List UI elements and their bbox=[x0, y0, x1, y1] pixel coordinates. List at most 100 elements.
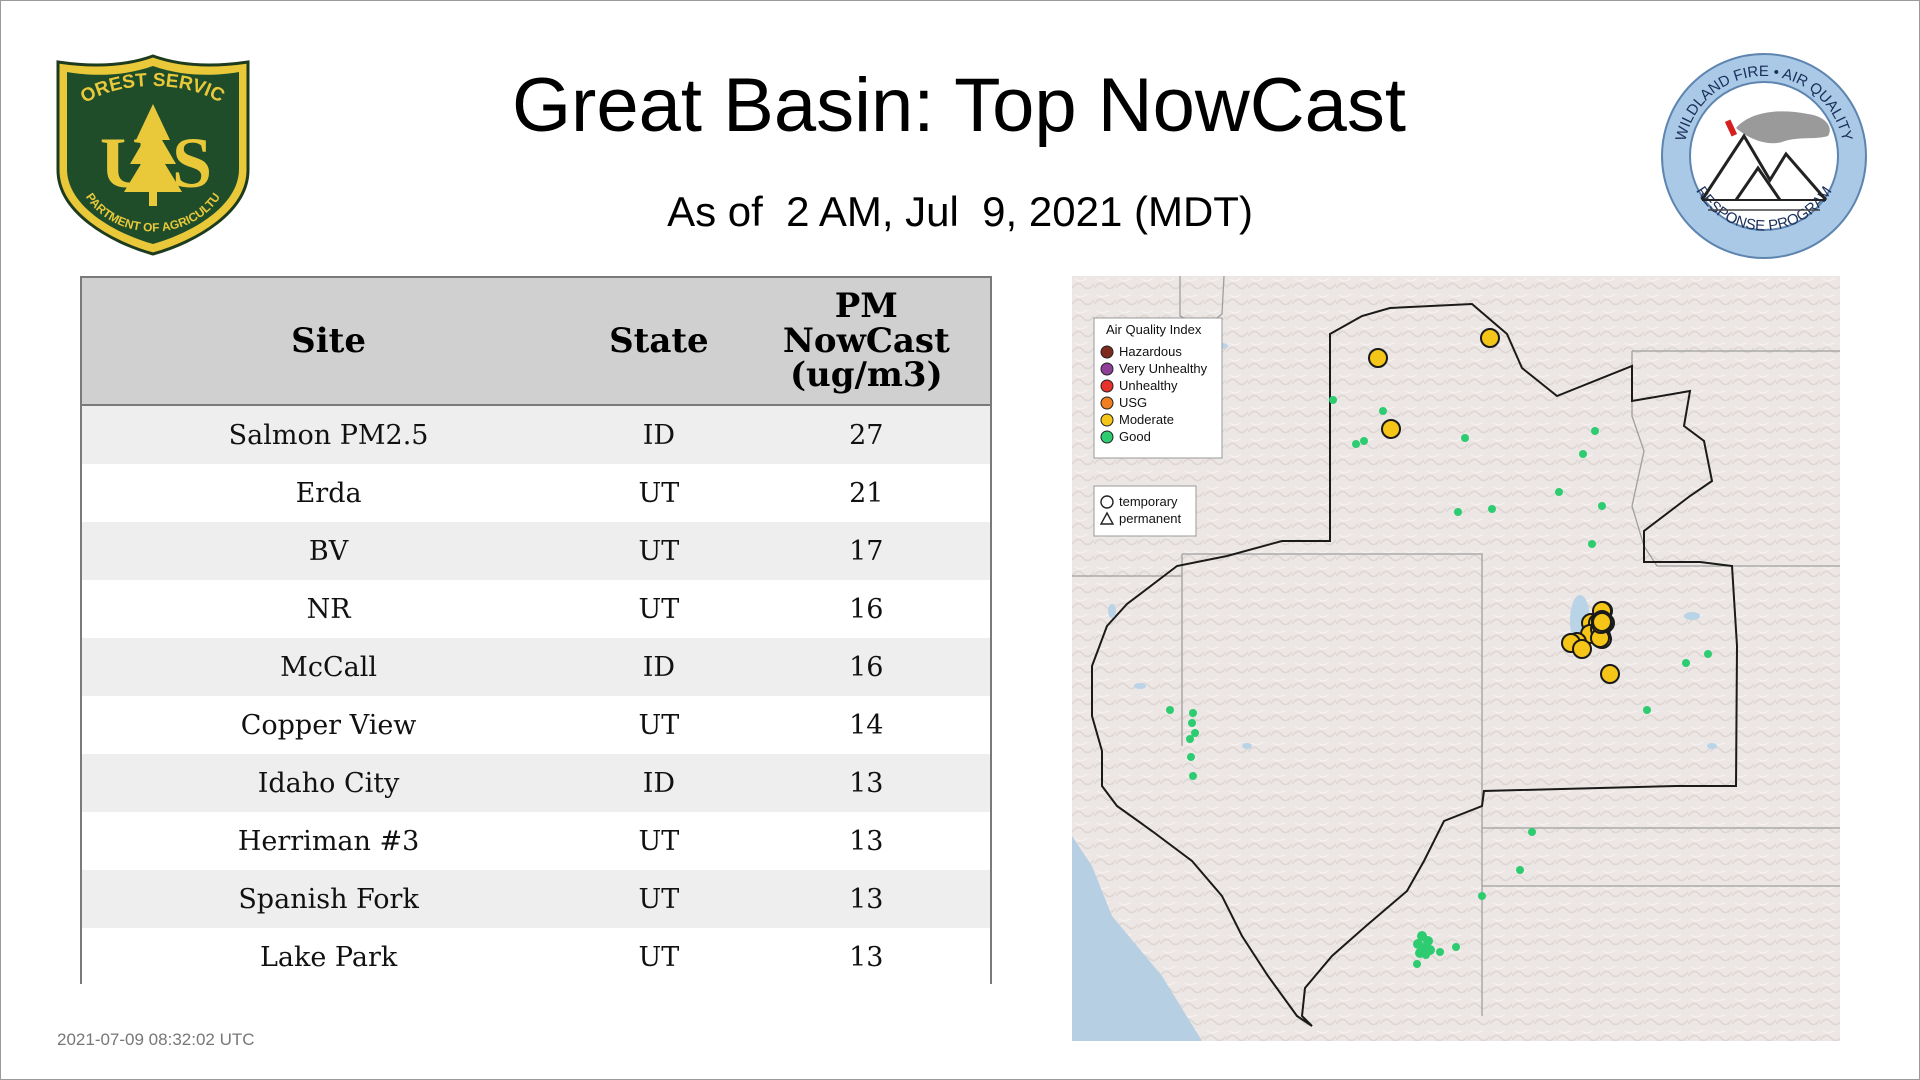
aqi-marker-good bbox=[1352, 440, 1360, 448]
table-row: Erda UT 21 bbox=[82, 464, 990, 522]
aqi-marker-good bbox=[1488, 505, 1496, 513]
cell-value: 16 bbox=[742, 638, 990, 696]
cell-value: 21 bbox=[742, 464, 990, 522]
aqi-marker-good bbox=[1528, 828, 1536, 836]
permanent-triangle-icon bbox=[1099, 511, 1115, 525]
aqi-marker-good bbox=[1189, 772, 1197, 780]
aqi-marker-good bbox=[1189, 709, 1197, 717]
aqi-marker-good bbox=[1579, 450, 1587, 458]
svg-text:Very Unhealthy: Very Unhealthy bbox=[1119, 361, 1208, 376]
aqi-marker-good bbox=[1591, 427, 1599, 435]
header-state: State bbox=[575, 278, 743, 406]
aqi-marker-good bbox=[1329, 396, 1337, 404]
aqi-marker-good bbox=[1188, 719, 1196, 727]
header-pm-nowcast: PM NowCast (ug/m3) bbox=[742, 278, 990, 406]
cell-site: McCall bbox=[82, 638, 576, 696]
cell-state: UT bbox=[575, 696, 743, 754]
page-subtitle: As of 2 AM, Jul 9, 2021 (MDT) bbox=[667, 188, 1253, 235]
svg-text:Unhealthy: Unhealthy bbox=[1119, 378, 1178, 393]
great-basin-outline bbox=[1091, 302, 1739, 1027]
ocean bbox=[1072, 836, 1202, 1041]
aqi-marker-good bbox=[1166, 706, 1174, 714]
cell-state: UT bbox=[575, 812, 743, 870]
cell-state: UT bbox=[575, 870, 743, 928]
cell-value: 17 bbox=[742, 522, 990, 580]
aqi-marker-good bbox=[1461, 434, 1469, 442]
temporary-circle-icon bbox=[1100, 495, 1114, 509]
header-pm-line1: PM bbox=[834, 285, 898, 326]
aqi-legend-item-moderate: Moderate bbox=[1100, 412, 1174, 427]
legend-temporary: temporary bbox=[1119, 494, 1178, 509]
table-row: Herriman #3 UT 13 bbox=[82, 812, 990, 870]
marker-type-legend: temporary permanent bbox=[1093, 485, 1197, 537]
aqi-marker-moderate bbox=[1381, 419, 1401, 439]
cell-state: UT bbox=[575, 928, 743, 986]
cell-site: Erda bbox=[82, 464, 576, 522]
aqi-legend-item-usg: USG bbox=[1100, 395, 1147, 410]
wildland-fire-aq-logo: WILDLAND FIRE • AIR QUALITY RESPONSE PRO… bbox=[1658, 50, 1870, 262]
svg-text:Moderate: Moderate bbox=[1119, 412, 1174, 427]
table-row: BV UT 17 bbox=[82, 522, 990, 580]
cell-state: ID bbox=[575, 638, 743, 696]
cell-state: ID bbox=[575, 405, 743, 464]
table-row: Lake Park UT 13 bbox=[82, 928, 990, 986]
aqi-marker-good bbox=[1436, 948, 1444, 956]
aqi-legend: Air Quality Index Hazardous Very Unhealt… bbox=[1093, 317, 1223, 459]
svg-text:USG: USG bbox=[1119, 395, 1147, 410]
cell-state: UT bbox=[575, 464, 743, 522]
aqi-marker-good bbox=[1454, 508, 1462, 516]
aqi-marker-good bbox=[1186, 735, 1194, 743]
aqi-marker-moderate bbox=[1572, 639, 1592, 659]
generated-timestamp: 2021-07-09 08:32:02 UTC bbox=[57, 1030, 255, 1049]
good-markers bbox=[1166, 396, 1712, 968]
aqi-marker-good bbox=[1379, 407, 1387, 415]
table-row: McCall ID 16 bbox=[82, 638, 990, 696]
aqi-marker-good bbox=[1643, 706, 1651, 714]
aqi-marker-moderate bbox=[1368, 348, 1388, 368]
svg-text:Good: Good bbox=[1119, 429, 1151, 444]
aqi-marker-good bbox=[1360, 437, 1368, 445]
header-site: Site bbox=[82, 278, 576, 406]
aqi-marker-moderate bbox=[1600, 664, 1620, 684]
cell-value: 14 bbox=[742, 696, 990, 754]
cell-state: ID bbox=[575, 754, 743, 812]
aqi-marker-good bbox=[1452, 943, 1460, 951]
cell-site: BV bbox=[82, 522, 576, 580]
table-row: Idaho City ID 13 bbox=[82, 754, 990, 812]
cell-value: 13 bbox=[742, 870, 990, 928]
moderate-markers bbox=[1368, 328, 1620, 684]
header-pm-line3: (ug/m3) bbox=[789, 355, 943, 396]
cell-value: 13 bbox=[742, 928, 990, 986]
cell-site: Spanish Fork bbox=[82, 870, 576, 928]
page-title: Great Basin: Top NowCast bbox=[511, 63, 1407, 148]
cell-site: Copper View bbox=[82, 696, 576, 754]
table-row: Salmon PM2.5 ID 27 bbox=[82, 405, 990, 464]
nowcast-table: Site State PM NowCast (ug/m3) Salmon PM2… bbox=[80, 276, 992, 986]
cell-site: Idaho City bbox=[82, 754, 576, 812]
forest-service-logo: FOREST SERVICE U S DEPARTMENT OF AGRICUL… bbox=[44, 36, 256, 258]
aqi-marker-good bbox=[1478, 892, 1486, 900]
aqi-marker-good bbox=[1598, 502, 1606, 510]
cell-site: Lake Park bbox=[82, 928, 576, 986]
cell-value: 13 bbox=[742, 812, 990, 870]
aqi-legend-item-unhealthy: Unhealthy bbox=[1100, 378, 1178, 393]
aqi-map: Air Quality Index Hazardous Very Unhealt… bbox=[1072, 275, 1840, 1041]
cell-site: NR bbox=[82, 580, 576, 638]
cell-site: Salmon PM2.5 bbox=[82, 405, 576, 464]
table-row: Spanish Fork UT 13 bbox=[82, 870, 990, 928]
cell-value: 13 bbox=[742, 754, 990, 812]
table-row: NR UT 16 bbox=[82, 580, 990, 638]
state-borders bbox=[1072, 275, 1840, 1016]
cell-state: UT bbox=[575, 580, 743, 638]
aqi-marker-good bbox=[1413, 960, 1421, 968]
aqi-marker-good bbox=[1588, 540, 1596, 548]
cell-value: 16 bbox=[742, 580, 990, 638]
aqi-marker-good bbox=[1191, 729, 1199, 737]
aqi-marker-good bbox=[1682, 659, 1690, 667]
aqi-marker-good bbox=[1555, 488, 1563, 496]
svg-text:Hazardous: Hazardous bbox=[1119, 344, 1182, 359]
aqi-marker-good bbox=[1187, 753, 1195, 761]
header-pm-line2: NowCast bbox=[782, 320, 950, 361]
aqi-marker-good bbox=[1704, 650, 1712, 658]
aqi-marker-good bbox=[1516, 866, 1524, 874]
